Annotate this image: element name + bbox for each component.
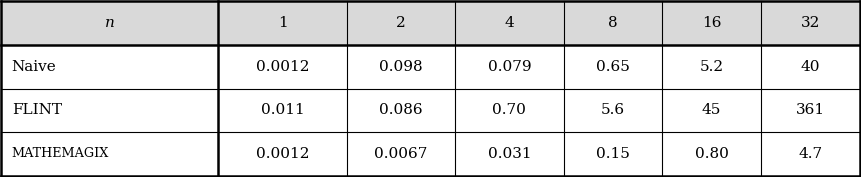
Text: 45: 45 — [702, 103, 722, 117]
Bar — [219, 88, 347, 132]
Bar — [347, 1, 455, 45]
Bar — [455, 88, 564, 132]
Text: 1: 1 — [277, 16, 288, 30]
Bar — [347, 45, 455, 88]
Text: 361: 361 — [796, 103, 825, 117]
Bar — [347, 88, 455, 132]
Text: 40: 40 — [801, 60, 820, 74]
Bar — [662, 88, 761, 132]
Text: 0.0012: 0.0012 — [256, 147, 309, 161]
Text: Naive: Naive — [12, 60, 57, 74]
Bar — [761, 45, 859, 88]
Text: 16: 16 — [702, 16, 722, 30]
Text: 4.7: 4.7 — [798, 147, 822, 161]
Bar — [761, 1, 859, 45]
Bar — [455, 45, 564, 88]
Bar — [564, 45, 662, 88]
Bar — [2, 88, 219, 132]
Bar — [347, 132, 455, 176]
Text: 0.079: 0.079 — [487, 60, 531, 74]
Bar — [761, 132, 859, 176]
Text: 32: 32 — [801, 16, 820, 30]
Bar — [219, 45, 347, 88]
Bar — [761, 88, 859, 132]
Text: 0.65: 0.65 — [596, 60, 630, 74]
Bar — [2, 45, 219, 88]
Bar — [219, 1, 347, 45]
Bar — [662, 45, 761, 88]
Text: MATHEMAGIX: MATHEMAGIX — [12, 147, 109, 160]
Text: 8: 8 — [608, 16, 618, 30]
Bar — [455, 1, 564, 45]
Text: 4: 4 — [505, 16, 514, 30]
Text: 5.2: 5.2 — [700, 60, 724, 74]
Bar — [662, 1, 761, 45]
Bar — [662, 132, 761, 176]
Bar — [2, 1, 219, 45]
Bar — [564, 1, 662, 45]
Text: 5.6: 5.6 — [601, 103, 625, 117]
Text: 0.0012: 0.0012 — [256, 60, 309, 74]
Text: 0.031: 0.031 — [487, 147, 531, 161]
Text: n: n — [105, 16, 115, 30]
Bar — [564, 132, 662, 176]
Text: 0.086: 0.086 — [379, 103, 423, 117]
Text: 0.15: 0.15 — [596, 147, 630, 161]
Bar — [455, 132, 564, 176]
Text: 0.70: 0.70 — [492, 103, 526, 117]
Bar — [2, 132, 219, 176]
Text: 0.0067: 0.0067 — [375, 147, 428, 161]
Text: 0.098: 0.098 — [379, 60, 423, 74]
Text: 2: 2 — [396, 16, 406, 30]
Bar — [564, 88, 662, 132]
Bar — [219, 132, 347, 176]
Text: 0.011: 0.011 — [261, 103, 305, 117]
Text: FLINT: FLINT — [12, 103, 62, 117]
Text: 0.80: 0.80 — [695, 147, 728, 161]
